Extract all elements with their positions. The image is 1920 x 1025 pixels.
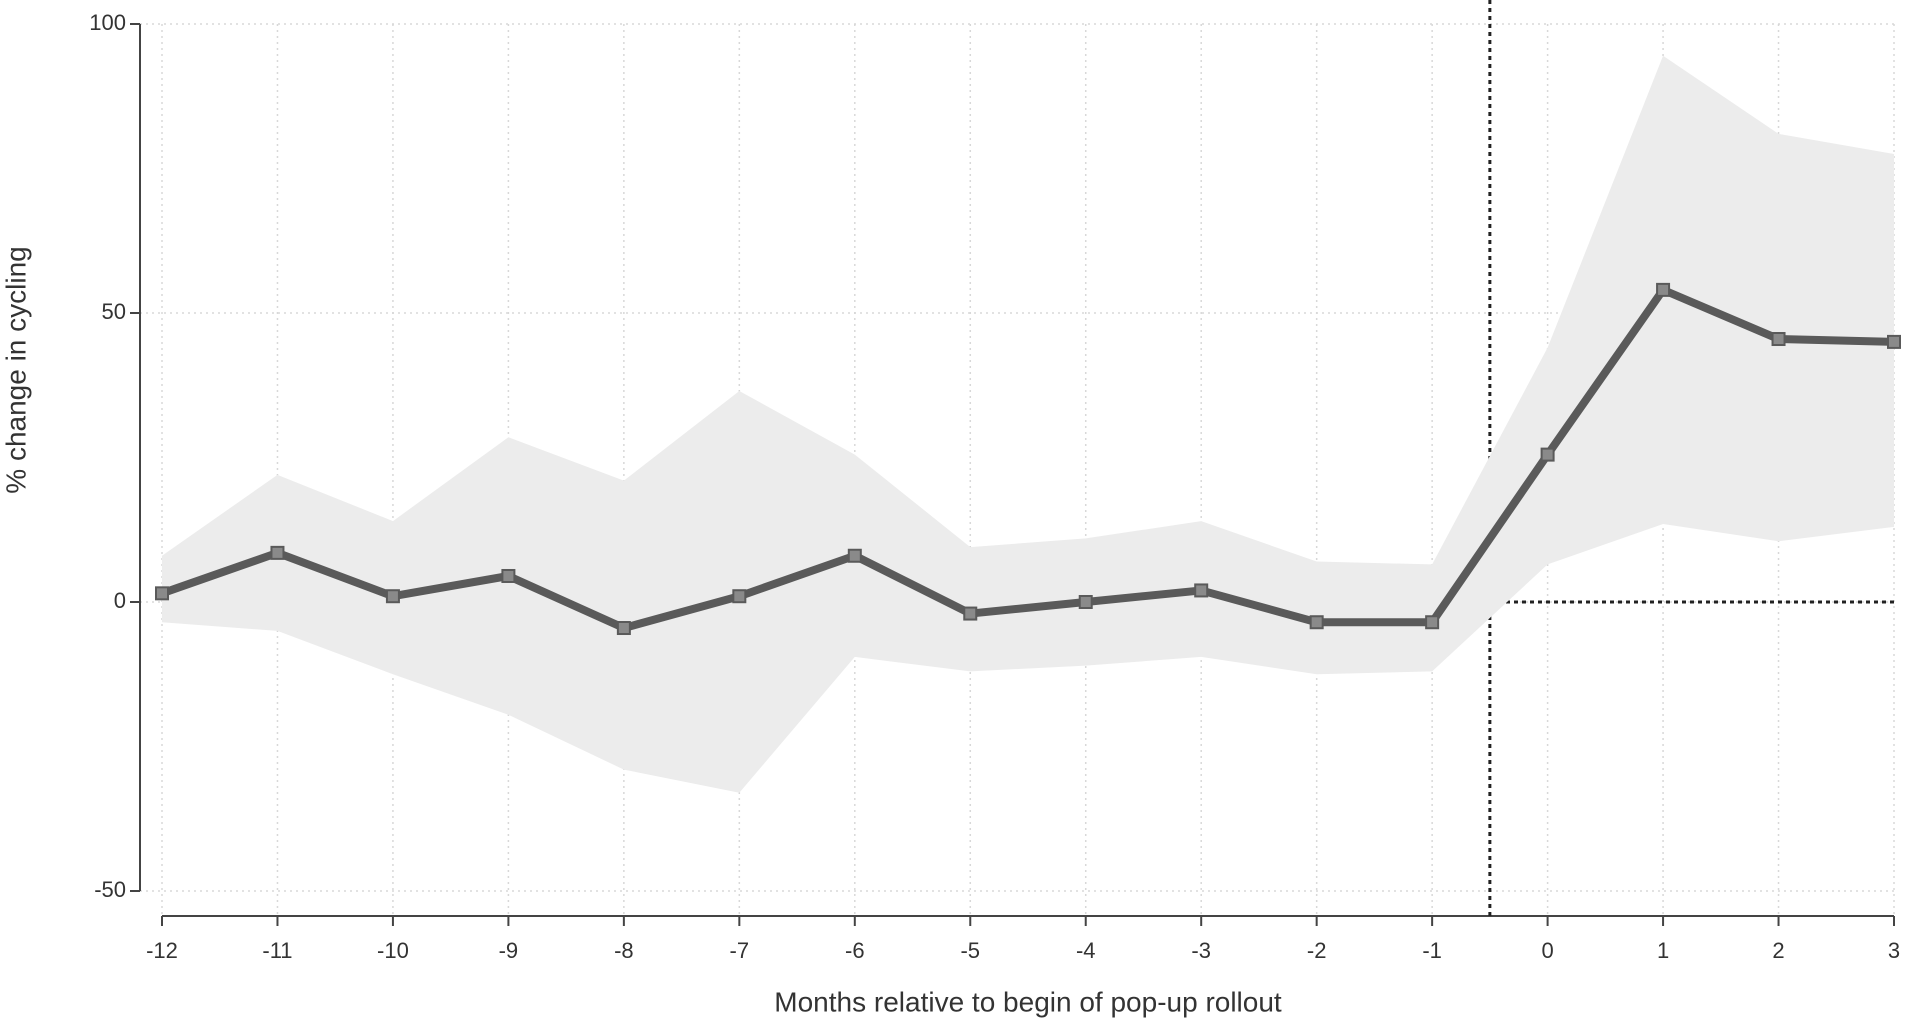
x-tick-label: -3 [1191, 938, 1211, 963]
point-marker [155, 586, 169, 601]
point-marker [1078, 595, 1093, 609]
y-axis-title: % change in cycling [0, 246, 31, 493]
x-tick-label: -7 [730, 938, 750, 963]
x-tick-label: 1 [1657, 938, 1669, 963]
x-tick-label: -1 [1422, 938, 1442, 963]
point-marker [1771, 332, 1786, 347]
x-tick-label: -8 [614, 938, 634, 963]
point-marker [1425, 615, 1440, 630]
point-marker [732, 589, 747, 604]
x-tick-label: -2 [1307, 938, 1327, 963]
point-marker [270, 545, 285, 560]
y-tick-label: -50 [94, 877, 126, 902]
x-tick-label: -4 [1076, 938, 1096, 963]
point-marker [1887, 334, 1901, 349]
x-tick-label: -9 [499, 938, 519, 963]
x-tick-label: -11 [262, 938, 292, 963]
y-tick-label: 50 [102, 299, 126, 324]
x-tick-label: 3 [1888, 938, 1900, 963]
x-tick-label: -12 [146, 938, 178, 963]
x-tick-label: -6 [845, 938, 865, 963]
point-marker [963, 606, 978, 621]
point-marker [1540, 447, 1555, 462]
y-tick-label: 0 [114, 588, 126, 613]
point-marker [1194, 583, 1209, 598]
x-tick-label: -5 [960, 938, 980, 963]
x-tick-label: 0 [1541, 938, 1553, 963]
x-axis-title: Months relative to begin of pop-up rollo… [774, 986, 1282, 1017]
x-tick-label: -10 [377, 938, 409, 963]
point-marker [385, 589, 400, 604]
x-tick-label: 2 [1772, 938, 1784, 963]
point-marker [1656, 282, 1671, 297]
confidence-band [162, 55, 1894, 793]
point-marker [847, 548, 862, 563]
y-tick-label: 100 [89, 10, 126, 35]
point-marker [501, 568, 516, 583]
estimate-line [160, 285, 1895, 633]
point-marker [1309, 615, 1324, 630]
point-marker [616, 621, 631, 636]
